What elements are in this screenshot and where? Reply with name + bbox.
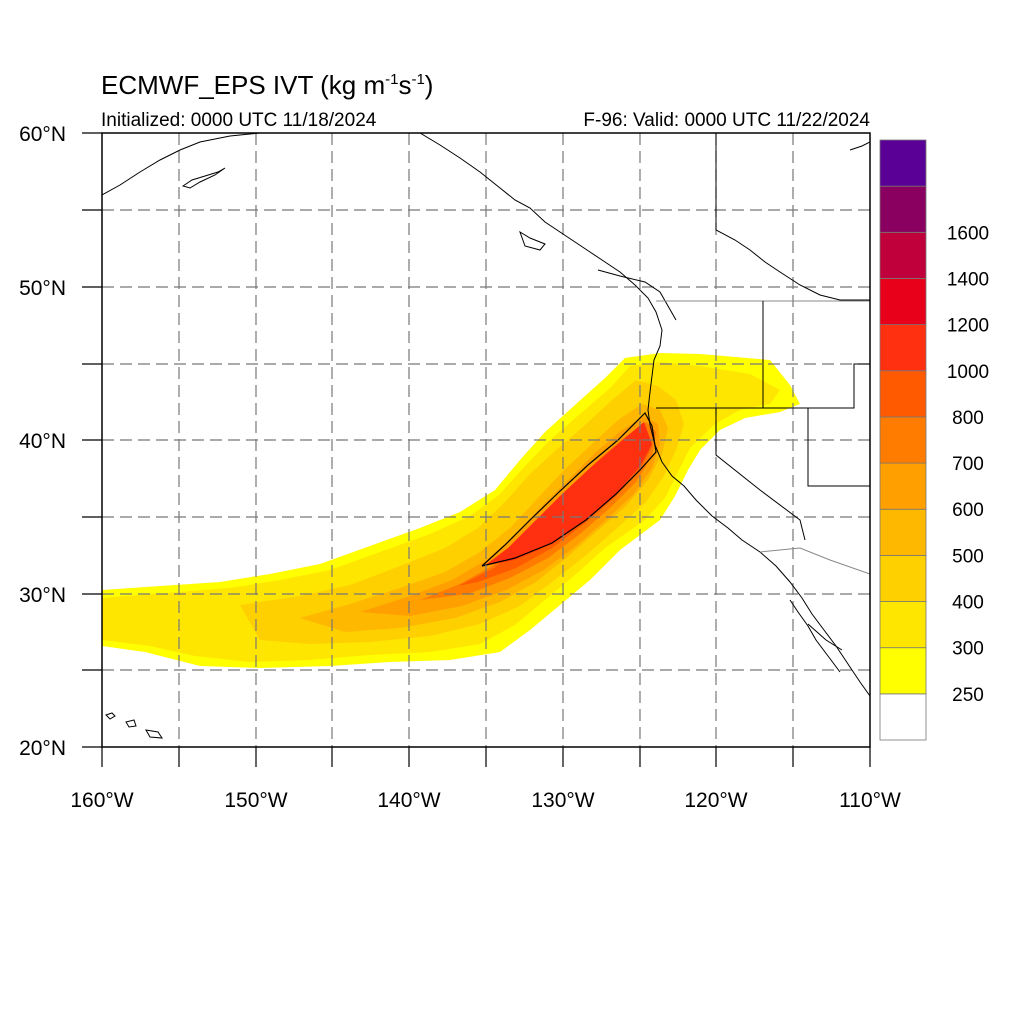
ivt-500-region — [300, 404, 668, 632]
lat-label: 60°N — [19, 123, 66, 146]
colorbar-label: 400 — [952, 593, 984, 614]
lon-label: 110°W — [839, 789, 901, 812]
lon-label: 140°W — [377, 789, 440, 812]
map-title: ECMWF_EPS IVT (kg m-1s-1) — [101, 70, 434, 100]
ivt-shading — [102, 353, 800, 668]
ivt-600-region — [360, 416, 660, 616]
colorbar-swatch — [879, 231, 927, 279]
colorbar-label: 300 — [952, 639, 984, 660]
colorbar-swatch — [879, 462, 927, 510]
lon-labels: 160°W 150°W 140°W 130°W 120°W 110°W — [70, 789, 901, 812]
colorbar-label: 800 — [952, 408, 984, 429]
lat-label: 20°N — [19, 737, 66, 760]
colorbar-swatch — [879, 185, 927, 233]
initialized-label: Initialized: 0000 UTC 11/18/2024 — [101, 110, 377, 131]
colorbar-swatch — [879, 601, 927, 649]
colorbar-label: 1200 — [947, 316, 989, 337]
lon-label: 130°W — [531, 789, 594, 812]
colorbar-swatch — [879, 554, 927, 602]
colorbar-swatch — [879, 508, 927, 556]
colorbar-swatch — [879, 139, 927, 187]
colorbar-swatch — [879, 370, 927, 418]
colorbar-swatch — [879, 324, 927, 372]
borders — [656, 133, 870, 651]
lat-labels: 60°N 50°N 40°N 30°N 20°N — [19, 123, 66, 760]
ivt-400-region — [240, 380, 684, 644]
colorbar-label: 1600 — [947, 223, 989, 244]
axis-ticks — [82, 132, 871, 767]
lon-label: 120°W — [684, 789, 747, 812]
colorbar-swatch — [879, 693, 927, 741]
colorbar: 250 300 400 500 600 700 800 1000 1200 1400 1600 — [879, 139, 989, 741]
colorbar-label: 250 — [952, 685, 984, 706]
colorbar-swatch — [879, 647, 927, 695]
coastlines — [102, 133, 870, 739]
colorbar-label: 1400 — [947, 269, 989, 290]
colorbar-label: 700 — [952, 454, 984, 475]
lon-label: 160°W — [70, 789, 133, 812]
valid-time-label: F-96: Valid: 0000 UTC 11/22/2024 — [583, 110, 870, 131]
colorbar-label: 600 — [952, 500, 984, 521]
lat-label: 30°N — [19, 584, 66, 607]
lon-label: 150°W — [224, 789, 287, 812]
colorbar-swatch — [879, 278, 927, 326]
colorbar-label: 500 — [952, 546, 984, 567]
lat-label: 50°N — [19, 277, 66, 300]
lat-label: 40°N — [19, 430, 66, 453]
colorbar-label: 1000 — [947, 362, 989, 383]
ivt-1000-region — [484, 422, 652, 566]
colorbar-swatch — [879, 416, 927, 464]
